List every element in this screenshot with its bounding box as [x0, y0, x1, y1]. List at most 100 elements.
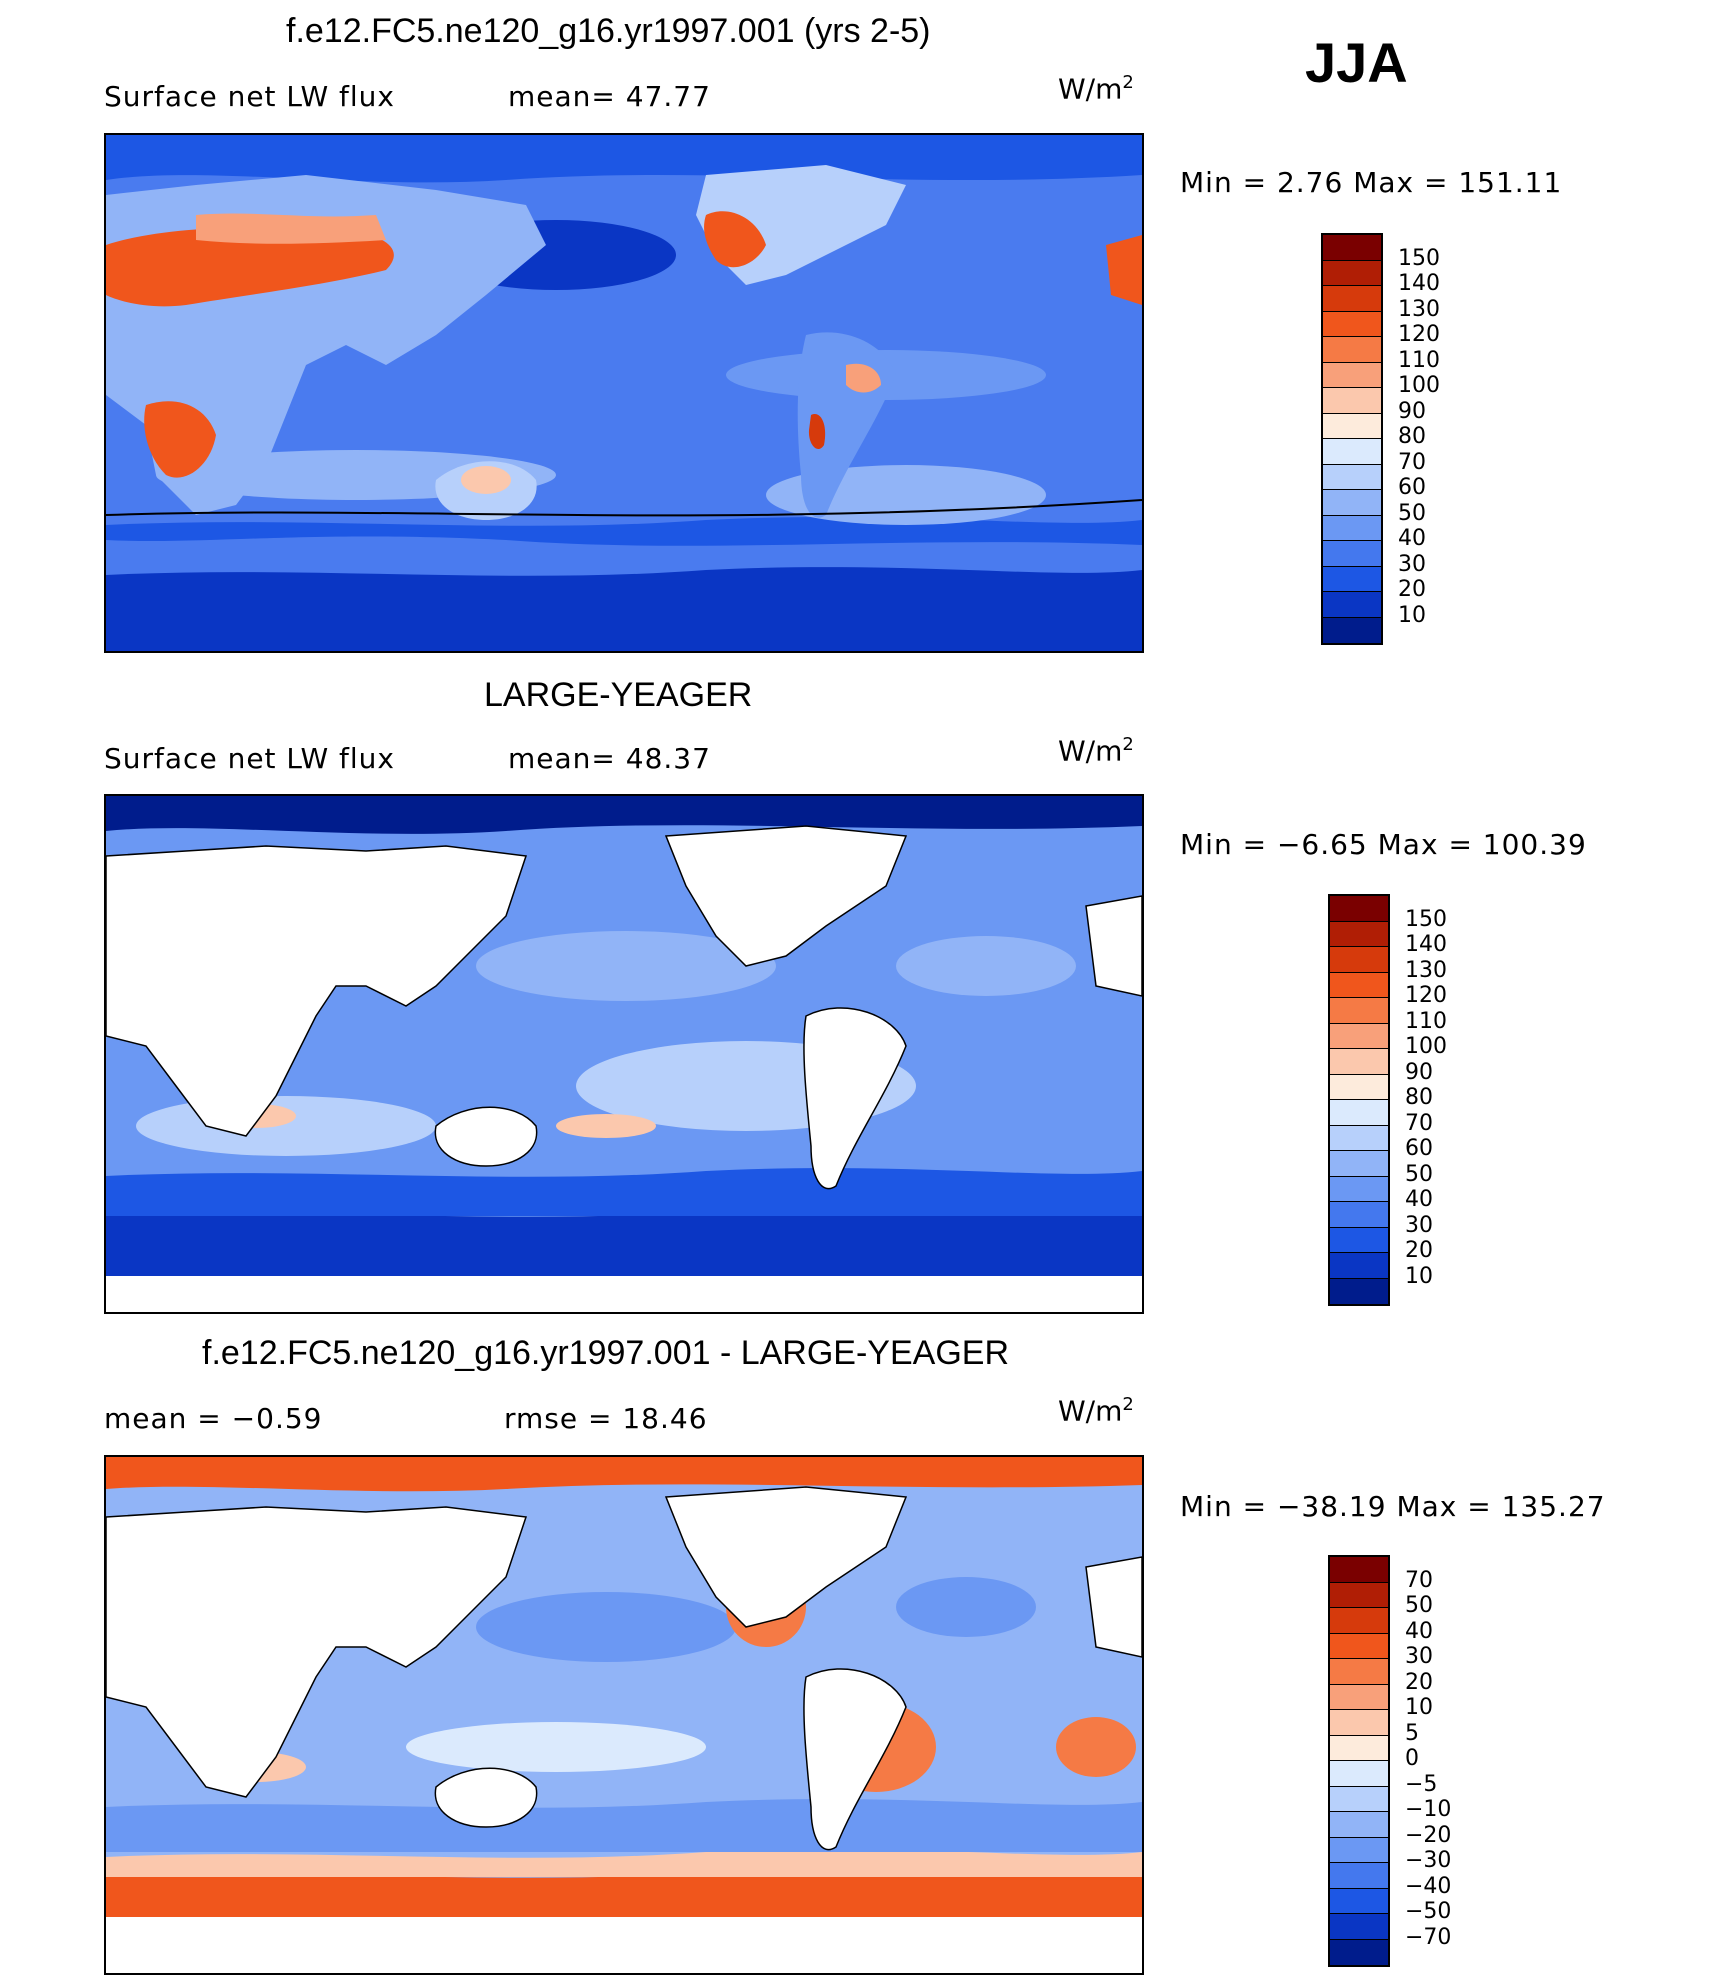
panel-2-variable: Surface net LW flux — [104, 742, 395, 775]
colorbar-segment — [1330, 1049, 1388, 1075]
panel-3-title: f.e12.FC5.ne120_g16.yr1997.001 - LARGE-Y… — [202, 1334, 1010, 1372]
australia-land — [434, 1767, 538, 1828]
southern-africa-hot — [144, 401, 216, 478]
central-asia-hot — [196, 213, 386, 244]
colorbar-segment — [1330, 1582, 1388, 1608]
colorbar-label: 5 — [1405, 1720, 1419, 1746]
colorbar-label: 50 — [1405, 1593, 1433, 1618]
tasman-warm — [556, 1114, 656, 1138]
panel-1-map — [104, 133, 1144, 653]
arctic-band — [106, 135, 1142, 183]
colorbar-label: −20 — [1405, 1822, 1452, 1848]
colorbar-label: 20 — [1398, 577, 1426, 602]
colorbar-label: 100 — [1398, 373, 1440, 398]
panel-1-colorbar — [1321, 233, 1383, 645]
arctic-band — [106, 796, 1142, 834]
colorbar-segment — [1330, 947, 1388, 973]
panel-1-mean: mean= 47.77 — [508, 80, 711, 113]
panel-3-mean: mean = −0.59 — [104, 1402, 323, 1435]
benguela-positive — [1056, 1717, 1136, 1777]
colorbar-label: −70 — [1405, 1924, 1452, 1950]
colorbar-label: 150 — [1398, 245, 1440, 271]
colorbar-segment — [1323, 286, 1381, 312]
colorbar-segment — [1330, 1684, 1388, 1710]
colorbar-label: 0 — [1405, 1746, 1419, 1771]
colorbar-segment — [1323, 388, 1381, 414]
antarctica-land — [106, 1917, 1142, 1973]
colorbar-segment — [1323, 311, 1381, 337]
southern-ocean-band — [106, 1168, 1142, 1216]
brazil-warm — [846, 363, 881, 393]
north-america-land — [664, 825, 908, 967]
north-atlantic-band — [896, 936, 1076, 996]
colorbar-segment — [1330, 1888, 1388, 1914]
colorbar-segment — [1330, 1608, 1388, 1634]
colorbar-segment — [1330, 1176, 1388, 1202]
panel-2-colorbar — [1328, 894, 1390, 1306]
south-america-land — [803, 1668, 907, 1851]
colorbar-segment — [1330, 972, 1388, 998]
colorbar-label: 140 — [1405, 932, 1447, 957]
colorbar-segment — [1330, 921, 1388, 947]
season-label: JJA — [1305, 31, 1408, 94]
andes-hot — [808, 414, 826, 450]
north-atlantic-negative — [896, 1577, 1036, 1637]
colorbar-segment — [1330, 896, 1388, 922]
colorbar-segment — [1330, 1278, 1388, 1304]
colorbar-segment — [1330, 1659, 1388, 1685]
panel-3-rmse: rmse = 18.46 — [504, 1402, 708, 1435]
antarctica-land — [106, 1276, 1142, 1312]
colorbar-label: 50 — [1398, 500, 1426, 526]
colorbar-label: 90 — [1405, 1059, 1433, 1085]
panel-2-map — [104, 794, 1144, 1314]
colorbar-segment — [1330, 1761, 1388, 1787]
colorbar-segment — [1330, 1939, 1388, 1965]
sw-us-hot — [704, 211, 766, 268]
colorbar-label: 110 — [1398, 347, 1440, 373]
west-africa-edge — [1085, 1556, 1142, 1658]
panel-1-minmax: Min = 2.76 Max = 151.11 — [1180, 166, 1563, 199]
southern-midlat-negative — [106, 1799, 1142, 1852]
colorbar-segment — [1330, 1202, 1388, 1228]
north-pacific-band — [476, 931, 776, 1001]
colorbar-label: 60 — [1405, 1136, 1433, 1161]
colorbar-segment — [1323, 337, 1381, 363]
north-pacific-negative — [476, 1592, 736, 1662]
colorbar-label: 150 — [1405, 906, 1447, 932]
colorbar-segment — [1330, 1710, 1388, 1736]
colorbar-label: 40 — [1405, 1187, 1433, 1212]
panel-2-units: W/m2 — [1058, 734, 1134, 768]
colorbar-label: −40 — [1405, 1873, 1452, 1899]
colorbar-segment — [1330, 1863, 1388, 1889]
africa-eurasia-land — [106, 845, 528, 1137]
colorbar-label: 30 — [1405, 1212, 1433, 1238]
australia-warm — [461, 466, 511, 494]
colorbar-segment — [1323, 617, 1381, 643]
colorbar-segment — [1323, 362, 1381, 388]
colorbar-segment — [1330, 1074, 1388, 1100]
colorbar-label: 10 — [1405, 1695, 1433, 1720]
sahara-arabia-hot — [106, 227, 394, 307]
antarctic-coastline — [106, 499, 1142, 517]
indian-ocean-light — [136, 1096, 436, 1156]
colorbar-label: −30 — [1405, 1848, 1452, 1873]
panel-2-title: LARGE-YEAGER — [484, 676, 753, 714]
colorbar-segment — [1330, 1735, 1388, 1761]
colorbar-segment — [1323, 515, 1381, 541]
panel-1-title: f.e12.FC5.ne120_g16.yr1997.001 (yrs 2-5) — [286, 12, 931, 50]
colorbar-label: 130 — [1398, 296, 1440, 322]
southern-ocean-transition — [106, 1849, 1142, 1877]
colorbar-segment — [1330, 1786, 1388, 1812]
colorbar-label: 20 — [1405, 1238, 1433, 1263]
colorbar-label: 70 — [1405, 1567, 1433, 1593]
colorbar-label: 80 — [1405, 1085, 1433, 1110]
colorbar-segment — [1330, 1633, 1388, 1659]
colorbar-segment — [1323, 490, 1381, 516]
colorbar-segment — [1323, 566, 1381, 592]
colorbar-segment — [1330, 998, 1388, 1024]
colorbar-label: 10 — [1398, 602, 1426, 628]
colorbar-label: 30 — [1405, 1644, 1433, 1669]
colorbar-segment — [1330, 1100, 1388, 1126]
colorbar-label: −50 — [1405, 1899, 1452, 1924]
panel-3-units: W/m2 — [1058, 1394, 1134, 1428]
